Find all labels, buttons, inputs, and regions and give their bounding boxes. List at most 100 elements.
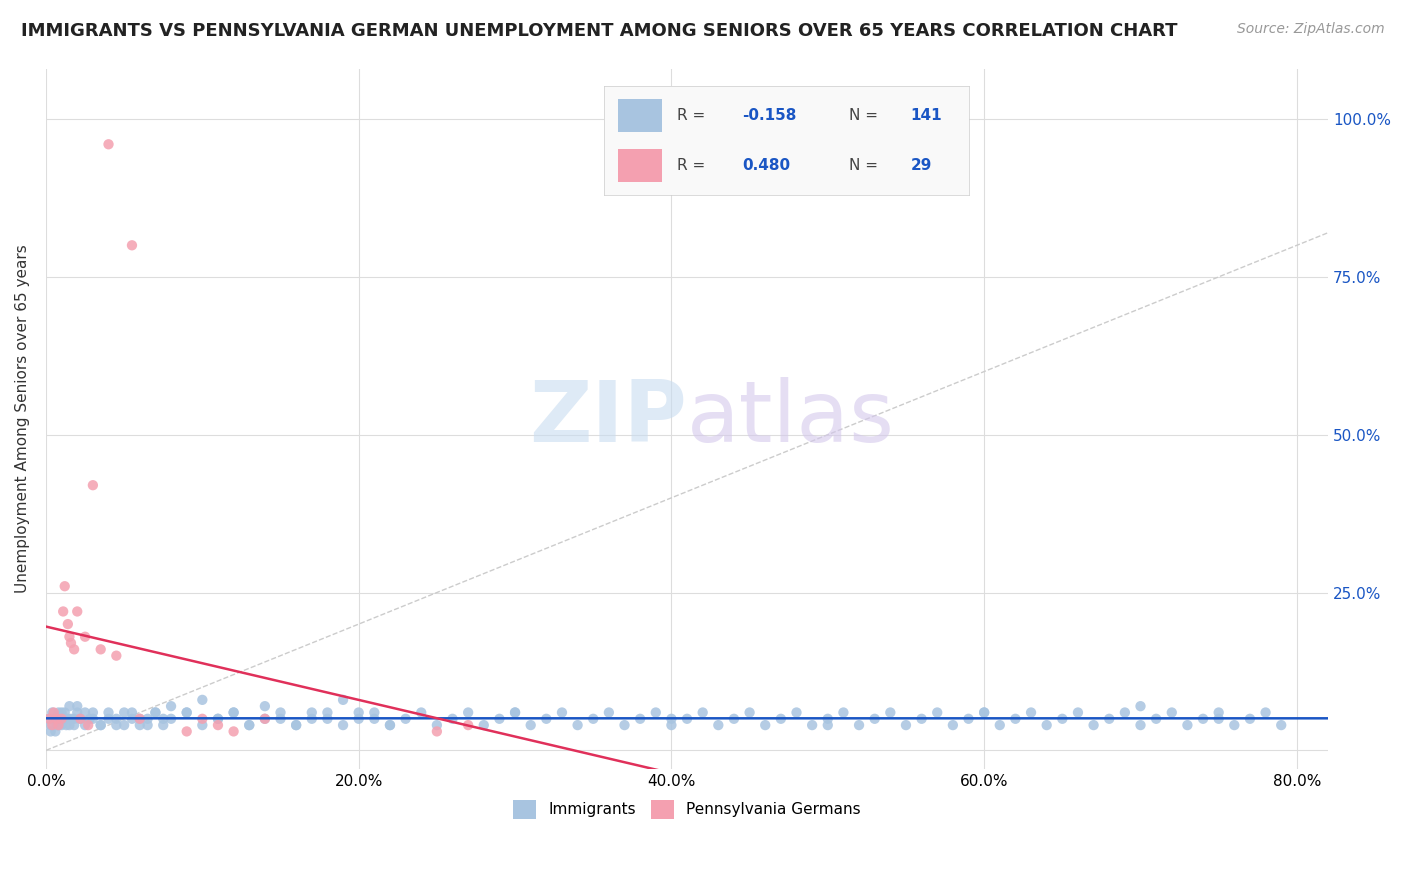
Point bbox=[316, 712, 339, 726]
Point bbox=[82, 712, 104, 726]
Point bbox=[253, 712, 276, 726]
Point bbox=[191, 712, 214, 726]
Point bbox=[598, 706, 620, 720]
Point bbox=[1052, 712, 1074, 726]
Point bbox=[136, 718, 159, 732]
Point bbox=[112, 706, 135, 720]
Point bbox=[44, 712, 66, 726]
Point bbox=[79, 712, 101, 726]
Point bbox=[848, 718, 870, 732]
Point bbox=[988, 718, 1011, 732]
Point bbox=[1192, 712, 1215, 726]
Point bbox=[801, 718, 824, 732]
Point bbox=[973, 706, 995, 720]
Point bbox=[723, 712, 745, 726]
Point bbox=[176, 724, 198, 739]
Point bbox=[42, 712, 65, 726]
Point bbox=[51, 718, 73, 732]
Point bbox=[176, 706, 198, 720]
Point bbox=[426, 724, 449, 739]
Point bbox=[48, 706, 70, 720]
Point bbox=[1019, 706, 1042, 720]
Point bbox=[1208, 712, 1230, 726]
Point bbox=[1239, 712, 1261, 726]
Point bbox=[1144, 712, 1167, 726]
Point bbox=[58, 718, 80, 732]
Point bbox=[136, 712, 159, 726]
Point bbox=[121, 706, 143, 720]
Point bbox=[82, 706, 104, 720]
Point bbox=[628, 712, 651, 726]
Point bbox=[39, 718, 62, 732]
Point bbox=[1270, 718, 1292, 732]
Point bbox=[112, 718, 135, 732]
Point bbox=[191, 718, 214, 732]
Point bbox=[613, 718, 636, 732]
Point bbox=[222, 706, 245, 720]
Point bbox=[152, 718, 174, 732]
Point bbox=[97, 712, 120, 726]
Point bbox=[1254, 706, 1277, 720]
Point bbox=[457, 718, 479, 732]
Point bbox=[378, 718, 401, 732]
Point bbox=[48, 718, 70, 732]
Point bbox=[285, 718, 308, 732]
Point bbox=[270, 706, 292, 720]
Point bbox=[66, 706, 89, 720]
Point bbox=[90, 718, 112, 732]
Point bbox=[128, 718, 150, 732]
Point bbox=[503, 706, 526, 720]
Point bbox=[97, 706, 120, 720]
Point bbox=[692, 706, 714, 720]
Point bbox=[863, 712, 886, 726]
Point bbox=[207, 712, 229, 726]
Point bbox=[44, 724, 66, 739]
Point bbox=[411, 706, 433, 720]
Point bbox=[316, 706, 339, 720]
Point bbox=[347, 712, 370, 726]
Point bbox=[754, 718, 776, 732]
Y-axis label: Unemployment Among Seniors over 65 years: Unemployment Among Seniors over 65 years bbox=[15, 244, 30, 593]
Point bbox=[1114, 706, 1136, 720]
Point bbox=[52, 712, 75, 726]
Point bbox=[1177, 718, 1199, 732]
Point bbox=[503, 706, 526, 720]
Point bbox=[394, 712, 416, 726]
Point bbox=[82, 478, 104, 492]
Point bbox=[49, 712, 72, 726]
Point bbox=[582, 712, 605, 726]
Point bbox=[253, 699, 276, 714]
Point bbox=[121, 238, 143, 252]
Point bbox=[53, 706, 76, 720]
Point bbox=[378, 718, 401, 732]
Point bbox=[90, 642, 112, 657]
Point bbox=[41, 706, 63, 720]
Point bbox=[51, 706, 73, 720]
Point bbox=[56, 712, 79, 726]
Point bbox=[69, 712, 91, 726]
Point bbox=[551, 706, 574, 720]
Point bbox=[73, 706, 96, 720]
Point bbox=[942, 718, 965, 732]
Point bbox=[66, 699, 89, 714]
Point bbox=[1004, 712, 1026, 726]
Point bbox=[52, 605, 75, 619]
Point bbox=[1035, 718, 1057, 732]
Point bbox=[270, 712, 292, 726]
Point bbox=[644, 706, 666, 720]
Point bbox=[832, 706, 855, 720]
Point bbox=[488, 712, 510, 726]
Point bbox=[707, 718, 730, 732]
Legend: Immigrants, Pennsylvania Germans: Immigrants, Pennsylvania Germans bbox=[508, 794, 868, 825]
Point bbox=[786, 706, 808, 720]
Point bbox=[1208, 706, 1230, 720]
Point bbox=[59, 712, 82, 726]
Point bbox=[894, 718, 917, 732]
Point bbox=[42, 706, 65, 720]
Point bbox=[59, 636, 82, 650]
Point bbox=[457, 706, 479, 720]
Point bbox=[1160, 706, 1182, 720]
Point bbox=[676, 712, 699, 726]
Point bbox=[285, 718, 308, 732]
Point bbox=[55, 718, 77, 732]
